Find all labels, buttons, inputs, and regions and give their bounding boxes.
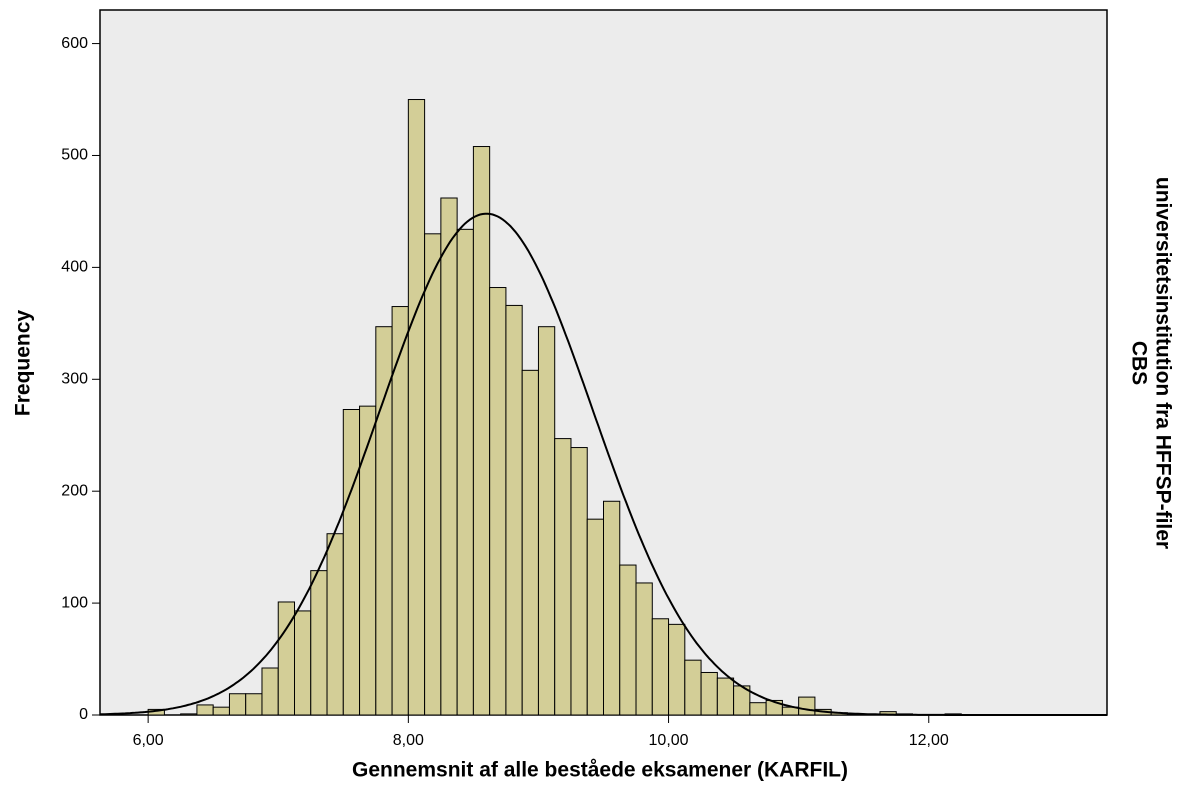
bar bbox=[603, 500, 621, 716]
bar bbox=[684, 659, 702, 716]
y-tick-label: 400 bbox=[61, 259, 88, 276]
bar bbox=[424, 233, 442, 716]
normal-curve bbox=[99, 212, 1107, 716]
x-tick-label: 12,00 bbox=[909, 732, 949, 749]
bar bbox=[407, 99, 426, 716]
bar bbox=[651, 618, 670, 716]
bar bbox=[570, 447, 588, 716]
bar bbox=[196, 704, 214, 716]
bar bbox=[228, 693, 247, 716]
y-tick-label: 200 bbox=[61, 482, 88, 499]
bar bbox=[798, 696, 816, 716]
bar bbox=[180, 713, 198, 716]
bar bbox=[668, 623, 686, 716]
bar bbox=[326, 533, 344, 716]
bar bbox=[716, 677, 735, 716]
x-tick-label: 6,00 bbox=[133, 732, 164, 749]
bar bbox=[521, 369, 539, 716]
bar bbox=[294, 610, 312, 716]
y-tick-label: 300 bbox=[61, 371, 88, 388]
x-tick-label: 8,00 bbox=[393, 732, 424, 749]
y-tick-label: 100 bbox=[61, 594, 88, 611]
bar bbox=[342, 409, 361, 716]
y-tick-label: 500 bbox=[61, 147, 88, 164]
bar bbox=[472, 146, 491, 716]
bar bbox=[619, 564, 637, 716]
bar bbox=[456, 228, 474, 716]
bar bbox=[440, 197, 458, 716]
bar bbox=[245, 693, 263, 716]
bar bbox=[700, 671, 718, 716]
bar bbox=[749, 702, 767, 716]
bar bbox=[489, 287, 507, 716]
bar bbox=[505, 304, 523, 716]
panel-label: CBS bbox=[1127, 341, 1150, 385]
bar bbox=[261, 667, 279, 716]
bar bbox=[537, 326, 556, 716]
x-tick-label: 10,00 bbox=[649, 732, 689, 749]
bar bbox=[554, 438, 572, 716]
x-axis-title: Gennemsnit af alle beståede eksamener (K… bbox=[352, 759, 848, 782]
bar bbox=[635, 582, 653, 716]
bar bbox=[359, 405, 377, 716]
y-tick-label: 0 bbox=[79, 706, 88, 723]
y-tick-label: 600 bbox=[61, 35, 88, 52]
bar bbox=[586, 518, 604, 716]
y-axis-title: Frequency bbox=[12, 310, 35, 417]
bar bbox=[212, 706, 230, 716]
bar bbox=[310, 570, 328, 716]
panel-label: universitetsinstitution fra HFFSP-filer bbox=[1151, 177, 1174, 549]
